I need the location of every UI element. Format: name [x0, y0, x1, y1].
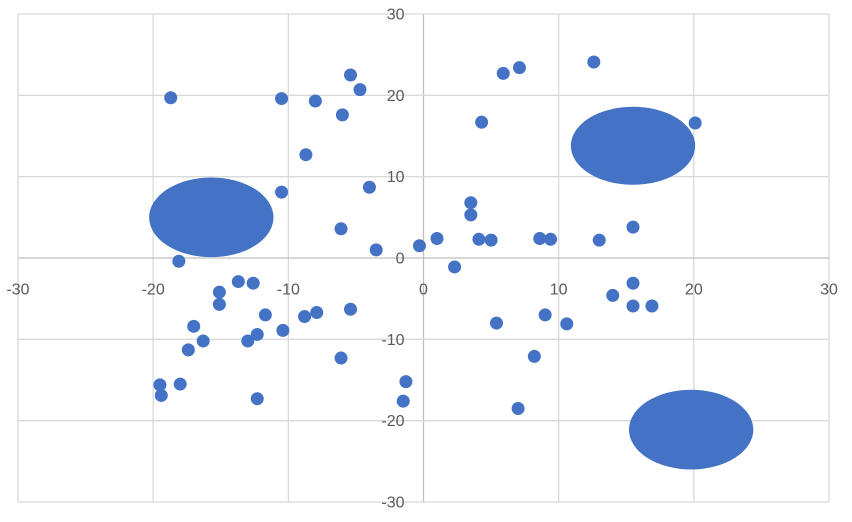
- x-axis-tick-label: 0: [419, 282, 428, 299]
- data-point: [587, 55, 601, 69]
- data-point: [369, 243, 383, 257]
- data-point: [626, 220, 640, 234]
- data-point: [276, 323, 290, 337]
- data-point: [430, 231, 444, 245]
- data-point: [196, 334, 210, 348]
- x-axis-tick-label: -30: [6, 282, 29, 299]
- data-point: [688, 116, 702, 130]
- data-point: [334, 222, 348, 236]
- data-point: [153, 378, 167, 392]
- y-axis-tick-label: -20: [381, 413, 404, 430]
- data-point: [626, 276, 640, 290]
- data-point: [592, 233, 606, 247]
- data-point: [533, 231, 547, 245]
- x-axis-tick-label: -20: [142, 282, 165, 299]
- data-point: [212, 285, 226, 299]
- data-point: [538, 308, 552, 322]
- y-axis-tick-label: 0: [396, 251, 405, 268]
- data-point: [472, 232, 486, 246]
- data-point: [344, 302, 358, 316]
- y-axis-tick-label: 30: [387, 7, 405, 24]
- data-point: [241, 334, 255, 348]
- y-axis-tick-label: 10: [387, 169, 405, 186]
- data-point: [511, 401, 525, 415]
- data-point: [362, 180, 376, 194]
- cluster-blob: [149, 177, 274, 258]
- data-point: [258, 308, 272, 322]
- x-axis-tick-label: 10: [550, 282, 568, 299]
- data-point: [212, 297, 226, 311]
- data-point: [412, 239, 426, 253]
- x-axis-tick-label: 30: [820, 282, 838, 299]
- data-point: [512, 61, 526, 75]
- data-point: [353, 83, 367, 97]
- data-point: [560, 317, 574, 331]
- data-point: [396, 394, 410, 408]
- data-point: [489, 316, 503, 330]
- data-point: [448, 260, 462, 274]
- data-point: [173, 377, 187, 391]
- data-point: [334, 351, 348, 365]
- data-point: [475, 115, 489, 129]
- data-point: [484, 233, 498, 247]
- data-point: [250, 327, 264, 341]
- data-point: [308, 94, 322, 108]
- data-point: [544, 232, 558, 246]
- data-point: [275, 185, 289, 199]
- data-point: [250, 392, 264, 406]
- data-point: [246, 276, 260, 290]
- data-point: [187, 319, 201, 333]
- data-point: [626, 299, 640, 313]
- data-point: [464, 208, 478, 222]
- data-point: [344, 68, 358, 82]
- data-point: [496, 66, 510, 80]
- cluster-blob: [570, 106, 696, 185]
- data-point: [645, 299, 659, 313]
- data-point: [181, 343, 195, 357]
- data-point: [399, 375, 413, 389]
- data-point: [335, 108, 349, 122]
- data-point: [310, 305, 324, 319]
- data-point: [275, 92, 289, 106]
- y-axis-tick-label: -10: [381, 332, 404, 349]
- data-point: [464, 196, 478, 210]
- data-point: [606, 288, 620, 302]
- x-axis-tick-label: -10: [277, 282, 300, 299]
- data-point: [172, 254, 186, 268]
- y-axis-tick-label: 20: [387, 88, 405, 105]
- data-point: [299, 148, 313, 162]
- data-point: [231, 275, 245, 289]
- data-point: [164, 91, 178, 105]
- data-point: [527, 349, 541, 363]
- data-point: [298, 310, 312, 324]
- data-point: [154, 388, 168, 402]
- x-axis-tick-label: 20: [685, 282, 703, 299]
- cluster-blob: [628, 389, 754, 470]
- y-axis-tick-label: -30: [381, 495, 404, 512]
